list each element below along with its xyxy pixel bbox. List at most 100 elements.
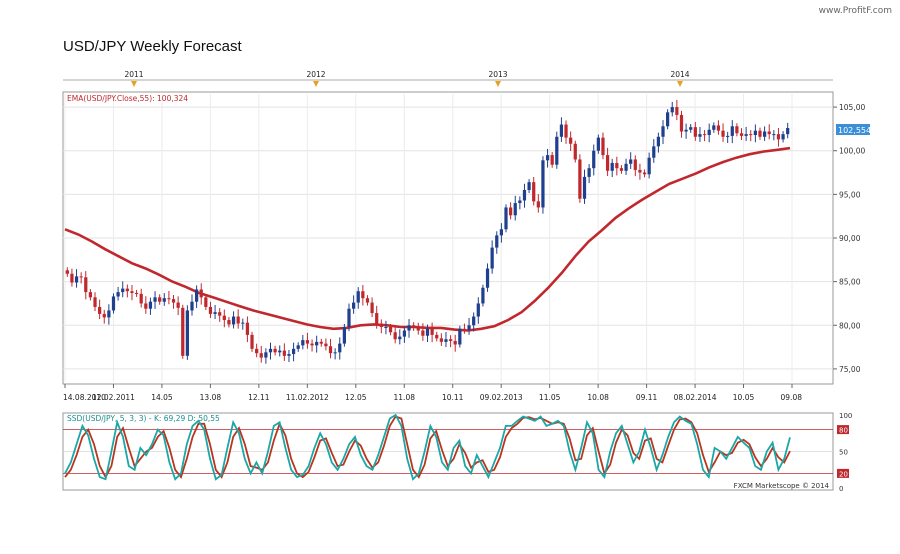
candle-body [268,348,273,353]
candle-body [278,350,282,353]
candle-body [361,291,365,299]
oscillator-level-box [837,468,849,478]
candle-body [171,299,176,303]
candle-body [241,322,245,324]
candle-body [273,348,277,353]
x-tick-label: 10.08 [587,393,609,402]
candle-body [462,328,467,330]
candle-body [629,159,633,164]
candle-body [356,291,360,303]
candle-body [148,301,153,309]
candle-body [619,168,624,171]
x-tick-label: 11.02.2012 [286,393,329,402]
candle-body [448,339,453,341]
candle-body [121,288,125,293]
candle-body [564,124,568,138]
candle-body [675,107,679,115]
oscillator-label: SSD(USD/JPY, 5, 3, 3) - K: 69,29 D: 50,5… [67,414,220,423]
candle-body [435,334,439,339]
candle-body [351,302,356,309]
oscillator-tick-label: 50 [839,449,848,457]
candle-body [130,291,134,293]
y-tick-label: 80,00 [839,321,861,330]
candle-body [305,340,310,344]
candle-body [190,301,194,311]
chart-footer: FXCM Marketscope © 2014 [734,482,830,490]
candle-body [532,182,536,202]
candle-body [633,159,637,170]
candle-body [379,323,383,328]
year-marker-icon [131,81,137,87]
candle-body [739,133,744,136]
candle-body [730,126,734,136]
candle-body [250,334,254,349]
candle-body [569,137,573,144]
x-tick-label: 12.11 [248,393,270,402]
y-tick-label: 90,00 [839,234,861,243]
year-marker-icon [677,81,683,87]
candle-body [324,343,328,347]
candle-body [596,137,600,151]
oscillator-tick-label: 100 [839,412,852,420]
candle-body [185,310,189,356]
candle-body [365,298,370,303]
candle-body [412,325,416,328]
candle-body [767,131,771,135]
candle-body [315,341,319,346]
x-tick-label: 14.08.2010 [63,393,106,402]
candle-body [670,107,674,113]
candle-body [181,307,185,356]
y-tick-label: 75,00 [839,365,861,374]
candle-body [245,322,250,335]
oscillator-tick-label: 80 [839,427,848,435]
candle-body [407,325,411,331]
x-tick-label: 14.05 [151,393,173,402]
candle-body [199,289,203,298]
candle-body [439,338,443,342]
candle-body [310,343,314,346]
candle-body [495,235,499,248]
candle-body [513,203,517,216]
x-tick-label: 12.05 [345,393,367,402]
candle-body [416,327,420,331]
candle-body [758,130,762,137]
candle-body [227,320,231,325]
candle-body [721,130,725,137]
year-marker-label: 2012 [306,70,325,79]
candle-body [693,127,697,137]
candle-body [776,134,781,140]
x-tick-label: 09.11 [636,393,658,402]
candle-body [402,330,407,337]
candle-body [88,292,93,298]
x-tick-label: 09.08 [781,393,803,402]
candle-body [213,312,217,314]
candle-body [74,276,79,283]
candle-body [545,155,550,161]
candle-body [194,289,199,302]
candle-body [587,168,591,177]
candle-body [490,247,494,269]
candle-body [573,143,577,160]
candle-body [139,293,143,304]
candle-body [388,327,393,333]
chart-title: USD/JPY Weekly Forecast [63,38,242,55]
candle-body [638,169,642,173]
last-price-label: 102,554 [838,126,871,135]
candle-body [84,277,88,293]
candle-body [144,303,148,309]
candle-body [467,325,471,330]
x-tick-label: 12.02.2011 [92,393,135,402]
candle-body [218,312,222,316]
candle-body [107,310,111,318]
candle-body [342,327,346,344]
oscillator-k-line [64,413,791,481]
candle-body [615,162,619,169]
candle-body [65,270,69,274]
candle-body [176,302,180,308]
candle-body [536,201,540,208]
x-tick-label: 08.02.2014 [674,393,717,402]
candle-body [582,176,587,199]
candle-body [125,288,129,292]
candle-body [167,298,171,300]
candle-body [716,125,721,131]
